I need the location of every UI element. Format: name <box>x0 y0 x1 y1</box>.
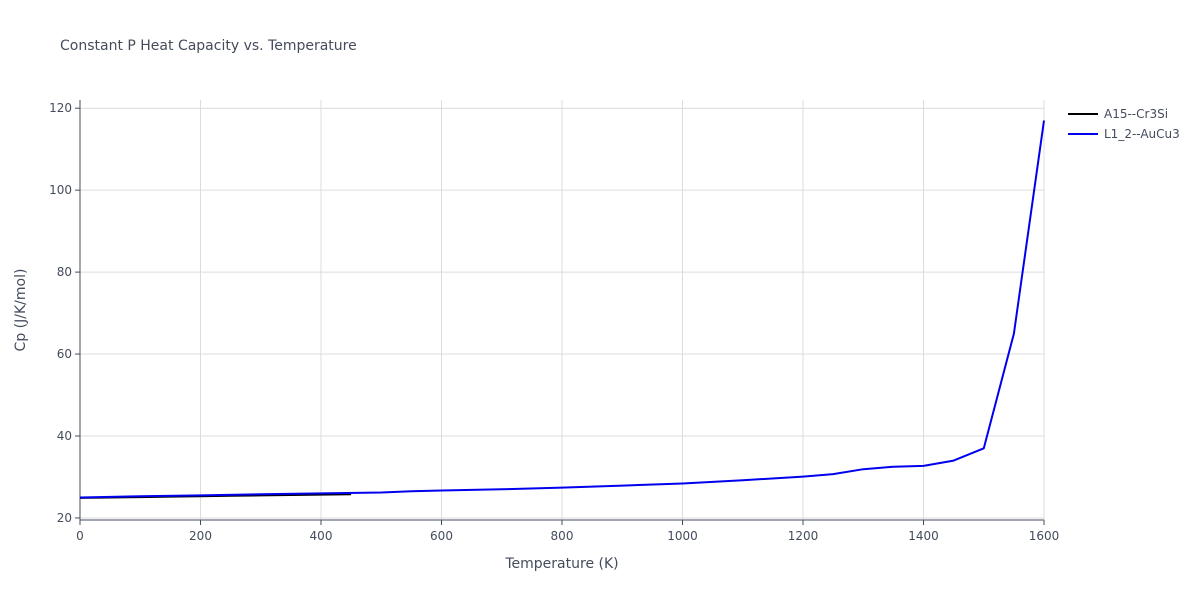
x-tick-label: 1000 <box>667 529 698 543</box>
legend-item-2[interactable]: L1_2--AuCu3 <box>1068 127 1180 141</box>
chart-title: Constant P Heat Capacity vs. Temperature <box>60 38 357 54</box>
y-tick-label: 40 <box>57 429 72 443</box>
y-tick-label: 80 <box>57 265 72 279</box>
legend-item-1[interactable]: A15--Cr3Si <box>1068 107 1168 121</box>
x-tick-label: 800 <box>551 529 574 543</box>
x-tick-label: 1600 <box>1029 529 1060 543</box>
x-axis-label: Temperature (K) <box>504 556 618 572</box>
legend[interactable]: A15--Cr3Si L1_2--AuCu3 <box>1068 107 1180 141</box>
x-tick-label: 400 <box>310 529 333 543</box>
y-tick-label: 60 <box>57 347 72 361</box>
legend-label: A15--Cr3Si <box>1104 107 1168 121</box>
y-tick-label: 120 <box>49 101 72 115</box>
x-tick-label: 0 <box>76 529 84 543</box>
legend-label: L1_2--AuCu3 <box>1104 127 1180 141</box>
y-tick-label: 20 <box>57 511 72 525</box>
x-tick-label: 600 <box>430 529 453 543</box>
y-axis-label: Cp (J/K/mol) <box>13 269 29 352</box>
x-tick-label: 200 <box>189 529 212 543</box>
x-tick-label: 1200 <box>788 529 819 543</box>
x-tick-label: 1400 <box>908 529 939 543</box>
y-tick-label: 100 <box>49 183 72 197</box>
series-line-2 <box>79 120 1045 499</box>
grid <box>80 100 1045 520</box>
plot-area <box>79 120 1045 499</box>
axes: 0 200 400 600 800 1000 1200 1400 1600 20 40 60 80 100… <box>49 100 1059 543</box>
